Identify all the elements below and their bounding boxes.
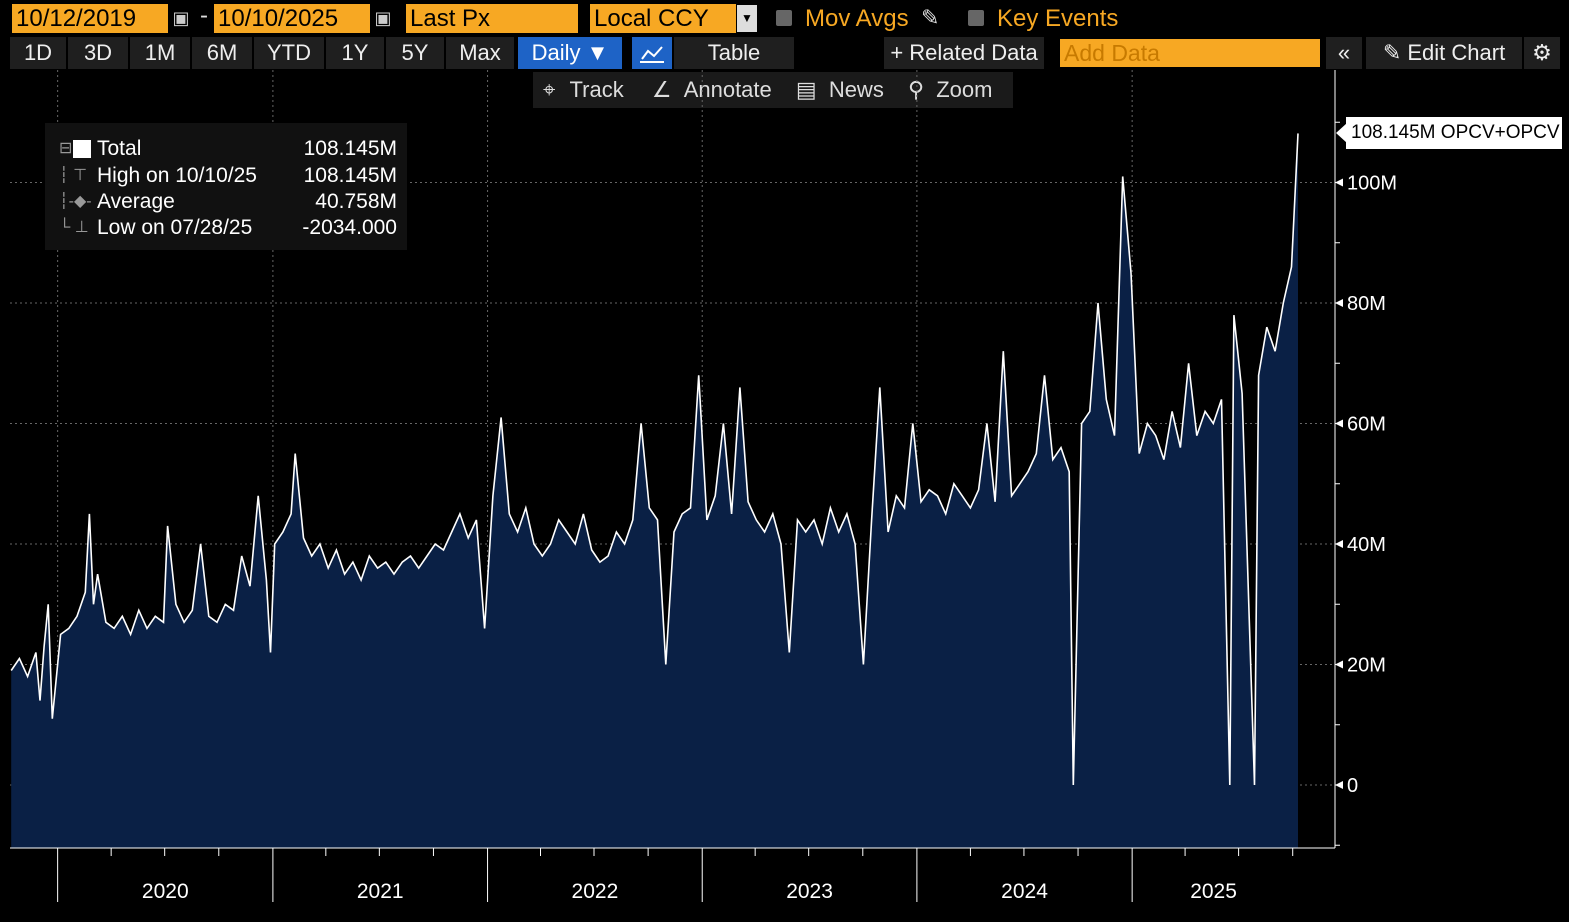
edit-chart-label: Edit Chart <box>1407 40 1506 65</box>
top-toolbar: 10/12/2019 ▣ - 10/10/2025 ▣ Last Px Loca… <box>0 0 1569 37</box>
collapse-tree-icon[interactable]: ⊟ <box>59 140 73 157</box>
legend-low-label: Low on 07/28/25 <box>97 216 253 239</box>
average-marker-icon: ┆-◆- <box>59 193 92 210</box>
annotate-button[interactable]: Annotate <box>683 77 772 102</box>
news-button[interactable]: News <box>828 77 884 102</box>
last-value-flag-pointer <box>1336 123 1347 143</box>
y-axis: 0 20M 40M 60M 80M 100M <box>1334 70 1397 848</box>
x-tick-label-4: 2024 <box>1001 880 1048 903</box>
track-button[interactable]: Track <box>569 77 624 102</box>
y-tick-label-5: 100M <box>1347 173 1397 195</box>
legend-low-row: └ ⊥ Low on 07/28/25 -2034.000 <box>45 215 397 241</box>
mov-avgs-checkbox[interactable] <box>776 10 792 26</box>
y-tick-marker <box>1335 299 1343 307</box>
date-separator: - <box>200 2 208 29</box>
line-chart-glyph <box>640 46 664 63</box>
end-date-input[interactable]: 10/10/2025 <box>214 4 370 33</box>
annotate-icon[interactable]: ∠ <box>651 77 672 102</box>
period-1y[interactable]: 1Y <box>326 37 384 69</box>
total-swatch-icon <box>73 140 91 158</box>
legend-high-label: High on 10/10/25 <box>97 164 257 187</box>
last-value-flag: 108.145M OPCV+OPCV <box>1346 117 1562 149</box>
pencil-icon[interactable]: ✎ <box>921 5 940 30</box>
table-button[interactable]: Table <box>674 37 794 69</box>
x-tick-label-3: 2023 <box>786 880 833 903</box>
legend-average-value: 40.758M <box>315 190 397 213</box>
y-tick-label-0: 0 <box>1347 775 1358 797</box>
period-5y[interactable]: 5Y <box>386 37 444 69</box>
currency-select[interactable]: Local CCY <box>590 4 736 33</box>
y-tick-label-3: 60M <box>1347 414 1386 436</box>
frequency-select[interactable]: Daily ▼ <box>518 37 622 69</box>
low-marker-icon: └ ⊥ <box>59 219 89 236</box>
period-3d[interactable]: 3D <box>68 37 128 69</box>
legend-high-value: 108.145M <box>303 164 397 187</box>
period-6m[interactable]: 6M <box>192 37 252 69</box>
legend-average-row: ┆-◆- Average 40.758M <box>45 189 397 215</box>
legend-high-row: ┆ ⊤ High on 10/10/25 108.145M <box>45 163 397 189</box>
y-tick-marker <box>1335 419 1343 428</box>
y-tick-marker <box>1335 178 1343 187</box>
field-input[interactable]: Last Px <box>406 4 578 33</box>
news-icon[interactable]: ▤ <box>795 77 817 102</box>
y-tick-marker <box>1335 540 1343 548</box>
period-1m[interactable]: 1M <box>130 37 190 69</box>
x-tick-label-0: 2020 <box>142 880 189 903</box>
zoom-icon[interactable]: ⚲ <box>907 77 925 102</box>
line-chart-icon[interactable] <box>632 37 672 69</box>
legend-average-label: Average <box>97 190 175 213</box>
legend-total-value: 108.145M <box>303 137 397 160</box>
y-tick-marker <box>1335 781 1343 789</box>
legend-box: ⊟ Total 108.145M ┆ ⊤ High on 10/10/25 10… <box>45 123 407 250</box>
period-bar: 1D 3D 1M 6M YTD 1Y 5Y Max Daily ▼ Table … <box>10 37 1560 69</box>
legend-low-value: -2034.000 <box>302 216 397 239</box>
x-tick-label-5: 2025 <box>1190 880 1237 903</box>
x-axis: 2020 2021 2022 2023 2024 2025 <box>10 847 1335 903</box>
x-tick-label-2: 2022 <box>572 880 619 903</box>
pencil-icon: ✎ <box>1382 40 1408 65</box>
chart-tools-bar: ⌖ Track ∠ Annotate ▤ News ⚲ Zoom <box>533 72 1013 108</box>
zoom-button[interactable]: Zoom <box>936 77 993 102</box>
legend-total-label: Total <box>97 137 142 160</box>
y-tick-label-4: 80M <box>1347 293 1386 315</box>
y-tick-label-1: 20M <box>1347 655 1386 677</box>
chevron-down-icon[interactable]: ▼ <box>737 5 757 32</box>
period-1d[interactable]: 1D <box>10 37 66 69</box>
key-events-label[interactable]: Key Events <box>997 5 1119 32</box>
gear-icon[interactable]: ⚙ <box>1524 37 1560 69</box>
crosshair-icon[interactable]: ⌖ <box>543 77 556 102</box>
edit-chart-button[interactable]: ✎ Edit Chart <box>1366 37 1522 69</box>
key-events-checkbox[interactable] <box>968 10 984 26</box>
period-ytd[interactable]: YTD <box>254 37 324 69</box>
add-data-input[interactable]: Add Data <box>1060 39 1320 67</box>
period-max[interactable]: Max <box>446 37 514 69</box>
related-data-button[interactable]: + Related Data <box>884 37 1044 69</box>
x-tick-label-1: 2021 <box>357 880 404 903</box>
mov-avgs-label[interactable]: Mov Avgs <box>805 5 909 32</box>
high-marker-icon: ┆ ⊤ <box>59 167 88 184</box>
start-date-input[interactable]: 10/12/2019 <box>12 4 168 33</box>
y-tick-label-2: 40M <box>1347 534 1386 556</box>
start-calendar-icon[interactable]: ▣ <box>172 8 190 28</box>
legend-total-row: ⊟ Total 108.145M <box>45 136 397 162</box>
end-calendar-icon[interactable]: ▣ <box>374 8 392 28</box>
collapse-icon[interactable]: « <box>1326 37 1362 69</box>
y-tick-marker <box>1335 660 1343 669</box>
